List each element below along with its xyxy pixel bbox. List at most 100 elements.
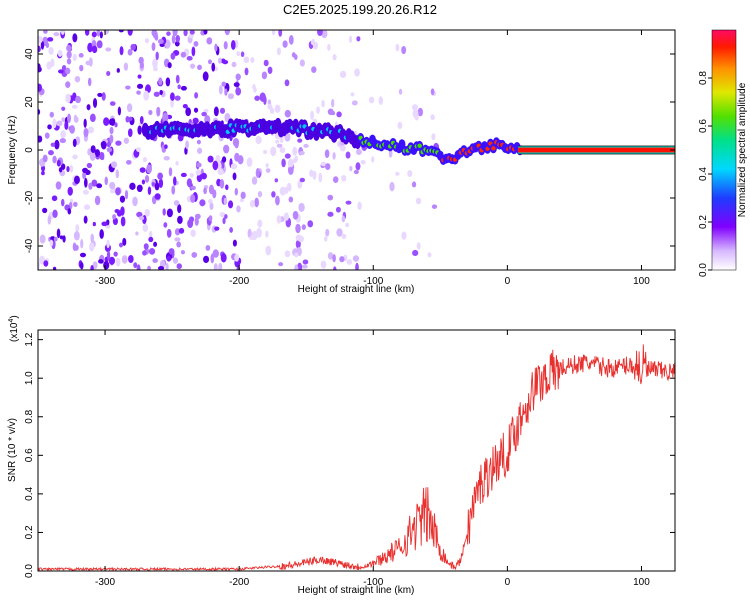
spectrogram-blob	[208, 215, 213, 222]
spectrogram-blob	[53, 32, 60, 37]
spectrogram-blob	[124, 189, 129, 200]
spectrogram-blob	[143, 90, 150, 101]
spectrogram-blob	[294, 264, 299, 270]
spectrogram-blob	[401, 231, 407, 240]
spectrogram-blob	[230, 163, 238, 170]
spectrogram-blob	[52, 209, 58, 218]
spectrogram-blob	[240, 51, 245, 58]
spectrogram-blob	[222, 59, 229, 65]
spectrogram-blob	[116, 68, 120, 73]
spectrogram-blob	[415, 197, 422, 205]
spectrogram-blob	[246, 157, 253, 167]
snr-panel: -300 -200 -100 0 100 0.0 0.2 0.4 0.6 0.8 1.0 1.2 H…	[7, 315, 676, 596]
spectrogram-blob	[136, 211, 143, 218]
spectrogram-blob	[368, 96, 375, 104]
spectrogram-blob	[79, 262, 84, 270]
spectrogram-blob	[57, 69, 64, 74]
spectrogram-blob	[208, 184, 215, 195]
spectrogram-blob	[151, 30, 157, 37]
spectrogram-blob	[156, 106, 161, 117]
spectrogram-blob	[147, 265, 151, 270]
spectrogram-blob	[335, 206, 341, 213]
spectrogram-blob	[284, 153, 291, 159]
spectrogram-blob	[106, 250, 111, 261]
colorbar-tick-label: 0.0	[698, 263, 709, 277]
spectrogram-blob	[236, 205, 241, 213]
spectrogram-blob	[284, 79, 290, 87]
snr-y-ticks: 0.0 0.2 0.4 0.6 0.8 1.0 1.2	[24, 332, 675, 578]
spectrogram-blob	[101, 152, 105, 161]
0-xtick-label: 100	[633, 276, 650, 287]
spectrogram-blob	[72, 53, 77, 62]
spectrogram-blob	[82, 171, 87, 180]
1-xtick-label: -100	[363, 577, 383, 588]
spectrogram-blob	[60, 130, 66, 139]
spectrogram-blob	[91, 179, 98, 187]
spectrogram-blob	[263, 95, 267, 105]
spectrogram-blob	[267, 99, 272, 106]
spectrogram-blob	[175, 35, 180, 43]
spectrogram-blob	[325, 228, 330, 237]
spectrogram-blob	[157, 38, 164, 44]
spectrogram-blob	[97, 92, 103, 98]
spectrogram-blob	[137, 125, 142, 135]
spectrogram-blob	[112, 214, 117, 220]
spectrogram-blob	[324, 235, 328, 242]
spectrogram-blob	[173, 200, 180, 206]
spectrogram-blob	[219, 179, 225, 189]
spectrogram-blob	[395, 171, 400, 176]
spectrogram-blob	[163, 155, 170, 161]
spectrogram-blob	[66, 44, 72, 52]
spectrogram-blob	[57, 49, 63, 57]
spectrogram-blob	[197, 64, 202, 71]
spectrogram-blob	[111, 161, 118, 168]
spectrogram-blob	[87, 42, 93, 53]
spectrogram-blob	[55, 181, 62, 190]
spectrogram-blob	[115, 169, 120, 179]
spectrogram-blob	[103, 117, 110, 126]
spectrogram-blob	[127, 48, 133, 56]
spectrogram-blob	[333, 266, 337, 270]
spectrogram-blob	[240, 191, 246, 200]
spectrogram-blob	[136, 264, 141, 270]
spectrogram-blob	[143, 243, 149, 250]
spectrogram-blob	[106, 71, 111, 76]
spectrogram-blob	[96, 40, 103, 49]
spectrogram-blob	[139, 61, 144, 69]
spectrogram-blob	[219, 107, 226, 114]
spectrogram-blob	[74, 75, 81, 83]
spectrogram-blob	[233, 82, 240, 88]
spectrogram-blob	[407, 170, 413, 178]
spectrogram-blob	[324, 149, 330, 159]
spectrogram-blob	[171, 34, 176, 44]
spectrogram-blob	[249, 200, 255, 208]
spectrogram-blob	[72, 154, 78, 160]
spectrogram-blob	[168, 248, 175, 255]
spectrogram-blob	[189, 63, 196, 69]
spectrogram-blob	[106, 147, 113, 153]
spectrogram-blob	[188, 216, 195, 223]
spectrogram-blob	[89, 113, 96, 123]
spectrogram-blob	[125, 85, 131, 90]
spectrogram-blob	[196, 162, 202, 168]
spectrogram-blob	[80, 238, 84, 249]
spectrogram-blob	[234, 187, 239, 196]
spectrogram-blob	[108, 256, 116, 265]
spectrogram-blob	[341, 215, 346, 223]
spectrogram-blob	[79, 252, 87, 258]
spectrogram-blob	[73, 201, 78, 207]
spectrogram-blob	[317, 30, 323, 36]
spectrogram-blob	[165, 262, 169, 270]
spectrogram-ridge	[141, 117, 675, 165]
spectrogram-blob	[224, 214, 228, 219]
spectrogram-y-axis-label: Frequency (Hz)	[7, 116, 18, 185]
spectrogram-blob	[100, 140, 107, 150]
spectrogram-blob	[176, 263, 182, 270]
spectrogram-blob	[115, 257, 121, 267]
spectrogram-blob	[61, 106, 66, 111]
spectrogram-blob	[321, 100, 325, 108]
spectrogram-blob	[123, 62, 129, 71]
spectrogram-blob	[151, 42, 156, 52]
spectrogram-blob	[172, 30, 178, 37]
spectrogram-blob	[159, 89, 163, 96]
